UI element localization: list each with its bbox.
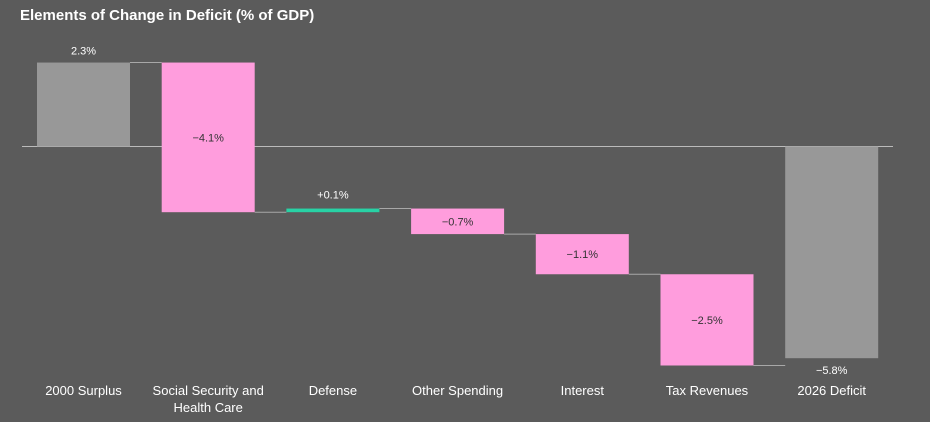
bar [37,62,130,147]
data-label: −5.8% [816,365,848,377]
category-label: Tax Revenues [666,383,749,398]
bar [535,234,629,275]
category-label: 2026 Deficit [797,383,866,398]
chart-title: Elements of Change in Deficit (% of GDP) [20,7,315,24]
bar [411,208,505,235]
data-label: −1.1% [567,249,599,261]
data-label: −4.1% [192,132,224,144]
category-label: Social Security and [153,383,264,398]
category-label: Defense [309,383,357,398]
data-label: −2.5% [691,315,723,327]
category-label: 2000 Surplus [45,383,122,398]
data-label: 2.3% [71,46,96,58]
bar [660,274,754,366]
bar [785,146,879,359]
category-label: Interest [561,383,605,398]
bar [286,208,380,213]
category-label: Health Care [174,400,243,415]
bar [161,62,255,213]
data-label: −0.7% [442,216,474,228]
data-label: +0.1% [317,190,349,202]
category-label: Other Spending [412,383,503,398]
